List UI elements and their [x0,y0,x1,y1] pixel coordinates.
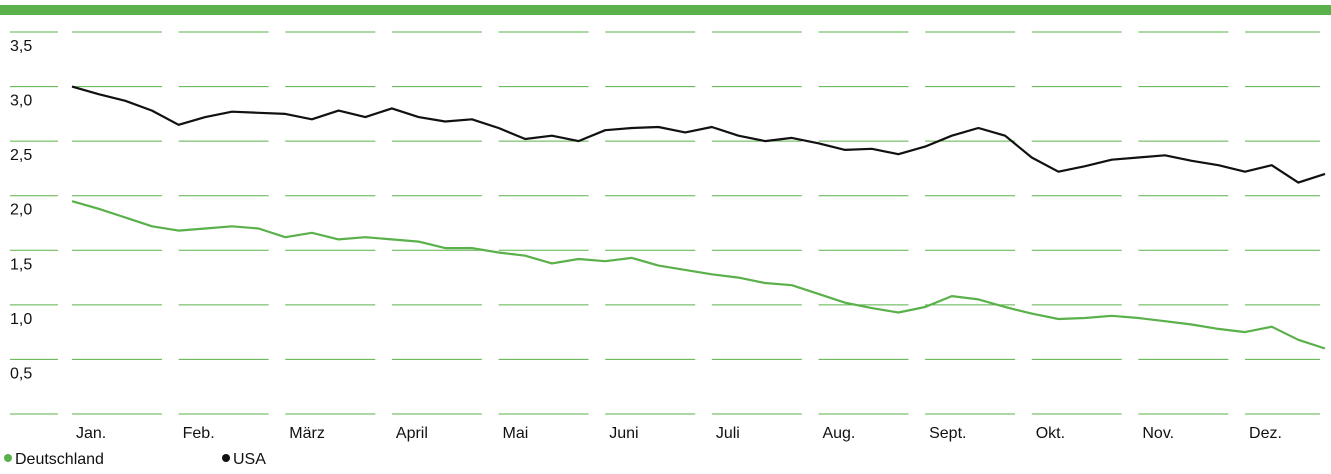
x-tick-label: Sept. [929,425,966,442]
x-tick-label: April [396,425,428,442]
y-tick-label: 3,0 [10,93,32,110]
x-tick-label: Okt. [1036,425,1065,442]
x-tick-label: Jan. [76,425,106,442]
legend-label: Deutschland [15,451,104,468]
x-tick-label: Mai [503,425,529,442]
x-tick-label: Nov. [1142,425,1174,442]
line [71,200,1326,350]
y-tick-label: 1,0 [10,311,32,328]
line [71,85,1326,184]
legend-marker [4,454,12,462]
x-tick-label: Feb. [183,425,215,442]
y-tick-label: 0,5 [10,365,32,382]
legend-marker [222,454,230,462]
x-tick-label: Juli [716,425,740,442]
y-tick-label: 2,5 [10,147,32,164]
y-tick-label: 1,5 [10,256,32,273]
x-tick-label: Dez. [1249,425,1282,442]
y-tick-label: 2,0 [10,202,32,219]
legend-label: USA [233,451,266,468]
y-tick-label: 3,5 [10,38,32,55]
top-bar [0,5,1331,15]
x-tick-label: Juni [609,425,638,442]
x-tick-label: März [289,425,325,442]
x-tick-label: Aug. [822,425,855,442]
